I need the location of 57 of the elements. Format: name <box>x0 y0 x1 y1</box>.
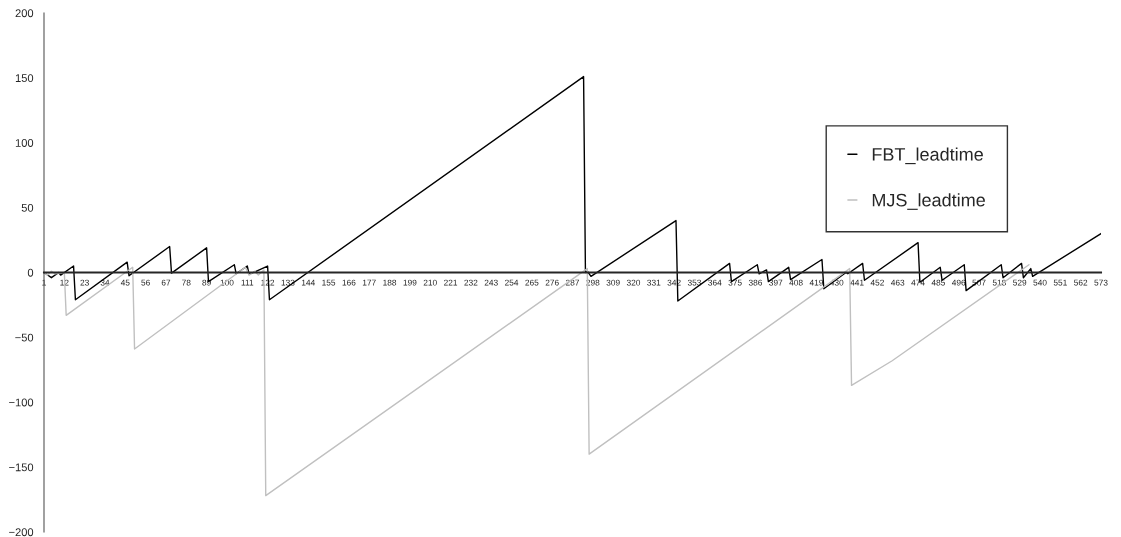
y-tick-label: −50 <box>15 333 34 342</box>
x-tick-label: 78 <box>182 279 191 286</box>
x-tick-label: 67 <box>161 279 171 286</box>
x-tick-label: 331 <box>647 279 661 286</box>
x-tick-label: 45 <box>120 279 130 286</box>
x-tick-label: 100 <box>220 279 234 286</box>
y-tick-label: 0 <box>27 268 34 277</box>
x-tick-label: 562 <box>1074 279 1088 286</box>
x-tick-label: 309 <box>606 279 620 286</box>
y-tick-label: 200 <box>15 9 34 18</box>
x-tick-label: 12 <box>60 279 69 286</box>
y-tick-label: −100 <box>9 398 34 407</box>
x-tick-label: 221 <box>444 279 458 286</box>
x-tick-label: 529 <box>1013 279 1027 286</box>
x-tick-label: 254 <box>504 279 519 286</box>
x-tick-label: 34 <box>100 279 110 286</box>
x-tick-label: 287 <box>565 279 580 286</box>
x-tick-label: 551 <box>1053 279 1067 286</box>
y-tick-label: 150 <box>15 74 34 83</box>
x-tick-label: 144 <box>301 279 315 286</box>
x-tick-label: 419 <box>809 279 823 286</box>
x-tick-label: 111 <box>241 279 254 286</box>
y-tick-label: 50 <box>21 203 34 212</box>
x-tick-label: 353 <box>687 279 702 286</box>
x-tick-label: 199 <box>403 279 417 286</box>
y-tick-label: −200 <box>9 528 34 537</box>
x-tick-label: 188 <box>383 279 397 286</box>
x-tick-label: 463 <box>890 279 905 286</box>
x-tick-label: 210 <box>423 279 437 286</box>
x-tick-label: 265 <box>525 279 539 286</box>
x-tick-label: 496 <box>951 279 966 286</box>
x-tick-label: 89 <box>202 279 211 286</box>
y-tick-label: 100 <box>15 139 34 147</box>
x-tick-label: 540 <box>1033 279 1047 286</box>
x-tick-label: 1 <box>42 279 46 286</box>
x-tick-label: 441 <box>850 279 864 286</box>
legend-label: MJS_leadtime <box>872 193 985 210</box>
x-tick-label: 485 <box>931 279 945 286</box>
x-tick-label: 276 <box>545 279 559 286</box>
x-tick-label: 155 <box>322 279 336 286</box>
x-tick-label: 386 <box>748 279 763 286</box>
x-tick-label: 166 <box>342 279 356 286</box>
y-tick-label: −150 <box>9 463 34 472</box>
x-tick-label: 243 <box>484 279 498 286</box>
legend-label: FBT_leadtime <box>872 147 983 165</box>
x-tick-label: 474 <box>911 279 925 286</box>
x-tick-label: 397 <box>769 279 783 286</box>
line-series <box>44 264 1030 497</box>
x-tick-label: 408 <box>789 279 803 286</box>
x-tick-label: 23 <box>80 279 89 286</box>
x-tick-label: 232 <box>464 279 478 286</box>
x-tick-label: 573 <box>1094 279 1108 286</box>
x-tick-label: 364 <box>708 279 722 286</box>
x-tick-label: 56 <box>141 279 150 286</box>
x-tick-label: 320 <box>626 279 641 286</box>
x-tick-label: 177 <box>362 279 376 286</box>
x-tick-label: 452 <box>870 279 884 286</box>
